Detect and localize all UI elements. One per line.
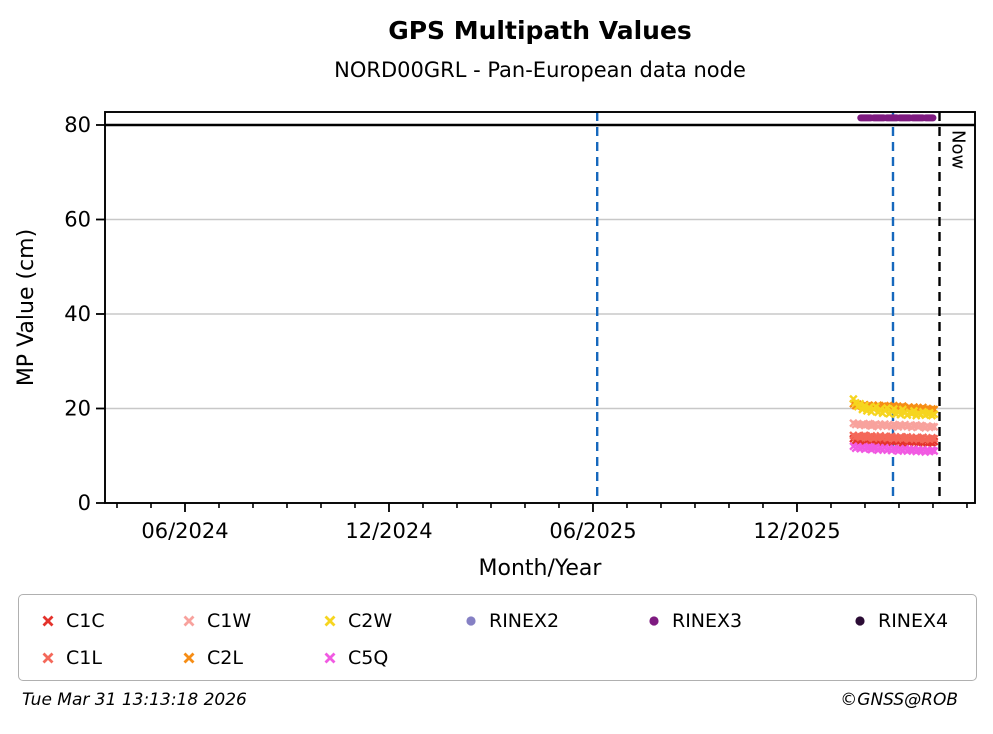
y-tick-label: 80 [64, 113, 91, 137]
footer-credit: ©GNSS@ROB [840, 690, 958, 710]
footer-timestamp: Tue Mar 31 13:13:18 2026 [22, 690, 247, 710]
legend-label: C2L [207, 646, 243, 669]
legend-label: C1L [66, 646, 102, 669]
x-tick-label: 12/2025 [753, 519, 840, 543]
legend-label: C1C [66, 609, 105, 632]
page-subtitle: NORD00GRL - Pan-European data node [334, 58, 746, 82]
chart-canvas: 06/2024 12/2024 06/2025 12/2025 0 20 40 60 80 Now… [14, 111, 976, 581]
legend-marker-c2w [324, 615, 336, 626]
legend-label: C5Q [348, 646, 389, 669]
legend-marker-rinex4 [855, 615, 865, 626]
series-C1L [849, 431, 939, 444]
x-tick-label: 06/2024 [141, 519, 228, 543]
legend-marker-c1w [183, 615, 195, 626]
y-tick-label: 0 [78, 491, 91, 515]
legend-item-c1c: C1C [41, 610, 182, 632]
legend-label: C1W [207, 609, 252, 632]
legend-label: RINEX3 [672, 609, 743, 632]
legend-item-c2w: C2W [323, 610, 464, 632]
legend-marker-rinex3 [649, 615, 659, 626]
legend-item-rinex3: RINEX3 [647, 610, 853, 632]
legend-marker-c1l [42, 652, 54, 663]
legend-label: RINEX4 [878, 609, 949, 632]
x-tick-label: 12/2024 [345, 519, 432, 543]
series-C5Q [849, 442, 939, 457]
y-tick-label: 60 [64, 207, 91, 231]
legend-label: RINEX2 [489, 609, 560, 632]
x-tick-label: 06/2025 [549, 519, 636, 543]
legend-marker-c5q [324, 652, 336, 663]
series-C1W [849, 418, 939, 433]
legend-item-c5q: C5Q [323, 647, 464, 669]
y-axis-label: MP Value (cm) [14, 229, 39, 386]
plot-border [104, 111, 976, 504]
legend-item-rinex2: RINEX2 [464, 610, 647, 632]
y-tick-label: 40 [64, 302, 91, 326]
legend-label: C2W [348, 609, 393, 632]
page-title: GPS Multipath Values [388, 16, 692, 45]
legend-item-c1w: C1W [182, 610, 323, 632]
y-tick-label: 20 [64, 396, 91, 420]
now-label: Now [948, 130, 969, 169]
legend: C1C C1W C2W RINEX2 RINEX3 RINEX4 C1L C2L C5Q [18, 594, 977, 681]
legend-marker-c1c [42, 615, 54, 626]
legend-item-c1l: C1L [41, 647, 182, 669]
legend-marker-rinex2 [466, 615, 476, 626]
legend-item-rinex4: RINEX4 [853, 610, 976, 632]
legend-item-c2l: C2L [182, 647, 323, 669]
x-axis-label: Month/Year [479, 556, 603, 581]
series-C2W [849, 394, 939, 420]
legend-marker-c2l [183, 652, 195, 663]
